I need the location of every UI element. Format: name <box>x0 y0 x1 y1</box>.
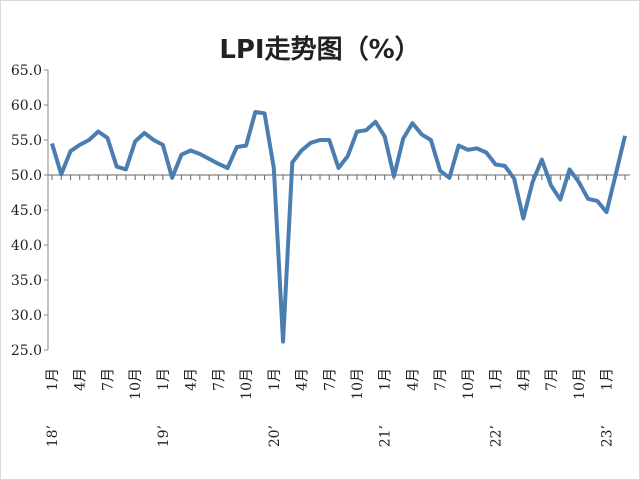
x-year-label: 22’ <box>489 425 505 447</box>
x-tick-label: 4月 <box>184 368 200 391</box>
x-tick-label: 4月 <box>405 368 421 391</box>
x-tick-label: 10月 <box>572 368 588 400</box>
x-tick-label: 4月 <box>295 368 311 391</box>
x-year-label: 19’ <box>156 425 172 447</box>
y-tick-label: 45.0 <box>11 203 42 219</box>
x-tick-label: 1月 <box>156 368 172 391</box>
y-tick-label: 50.0 <box>11 168 42 184</box>
chart-title: LPI走势图（%） <box>219 35 420 65</box>
y-tick-label: 35.0 <box>11 273 42 289</box>
x-tick-label: 1月 <box>489 368 505 391</box>
x-tick-label: 7月 <box>433 368 449 391</box>
x-tick-label: 7月 <box>322 368 338 391</box>
y-tick-label: 60.0 <box>11 98 42 114</box>
line-series <box>50 110 627 344</box>
x-year-label: 23’ <box>600 425 616 447</box>
y-tick-label: 55.0 <box>11 133 42 149</box>
y-tick-label: 25.0 <box>11 343 42 359</box>
x-tick-label: 10月 <box>239 368 255 400</box>
x-year-label: 21’ <box>378 425 394 447</box>
y-tick-label: 30.0 <box>11 308 42 324</box>
x-year-label: 18’ <box>45 425 61 447</box>
x-tick-label: 1月 <box>45 368 61 391</box>
x-tick-label: 4月 <box>516 368 532 391</box>
x-tick-label: 10月 <box>461 368 477 400</box>
x-tick-label: 7月 <box>211 368 227 391</box>
x-year-label: 20’ <box>267 425 283 447</box>
x-tick-label: 7月 <box>544 368 560 391</box>
x-tick-label: 10月 <box>128 368 144 400</box>
y-tick-label: 65.0 <box>11 63 42 79</box>
y-tick-label: 40.0 <box>11 238 42 254</box>
x-tick-label: 7月 <box>100 368 116 391</box>
x-tick-label: 1月 <box>378 368 394 391</box>
x-tick-label: 1月 <box>267 368 283 391</box>
x-tick-label: 4月 <box>73 368 89 391</box>
x-tick-label: 10月 <box>350 368 366 400</box>
x-tick-label: 1月 <box>600 368 616 391</box>
